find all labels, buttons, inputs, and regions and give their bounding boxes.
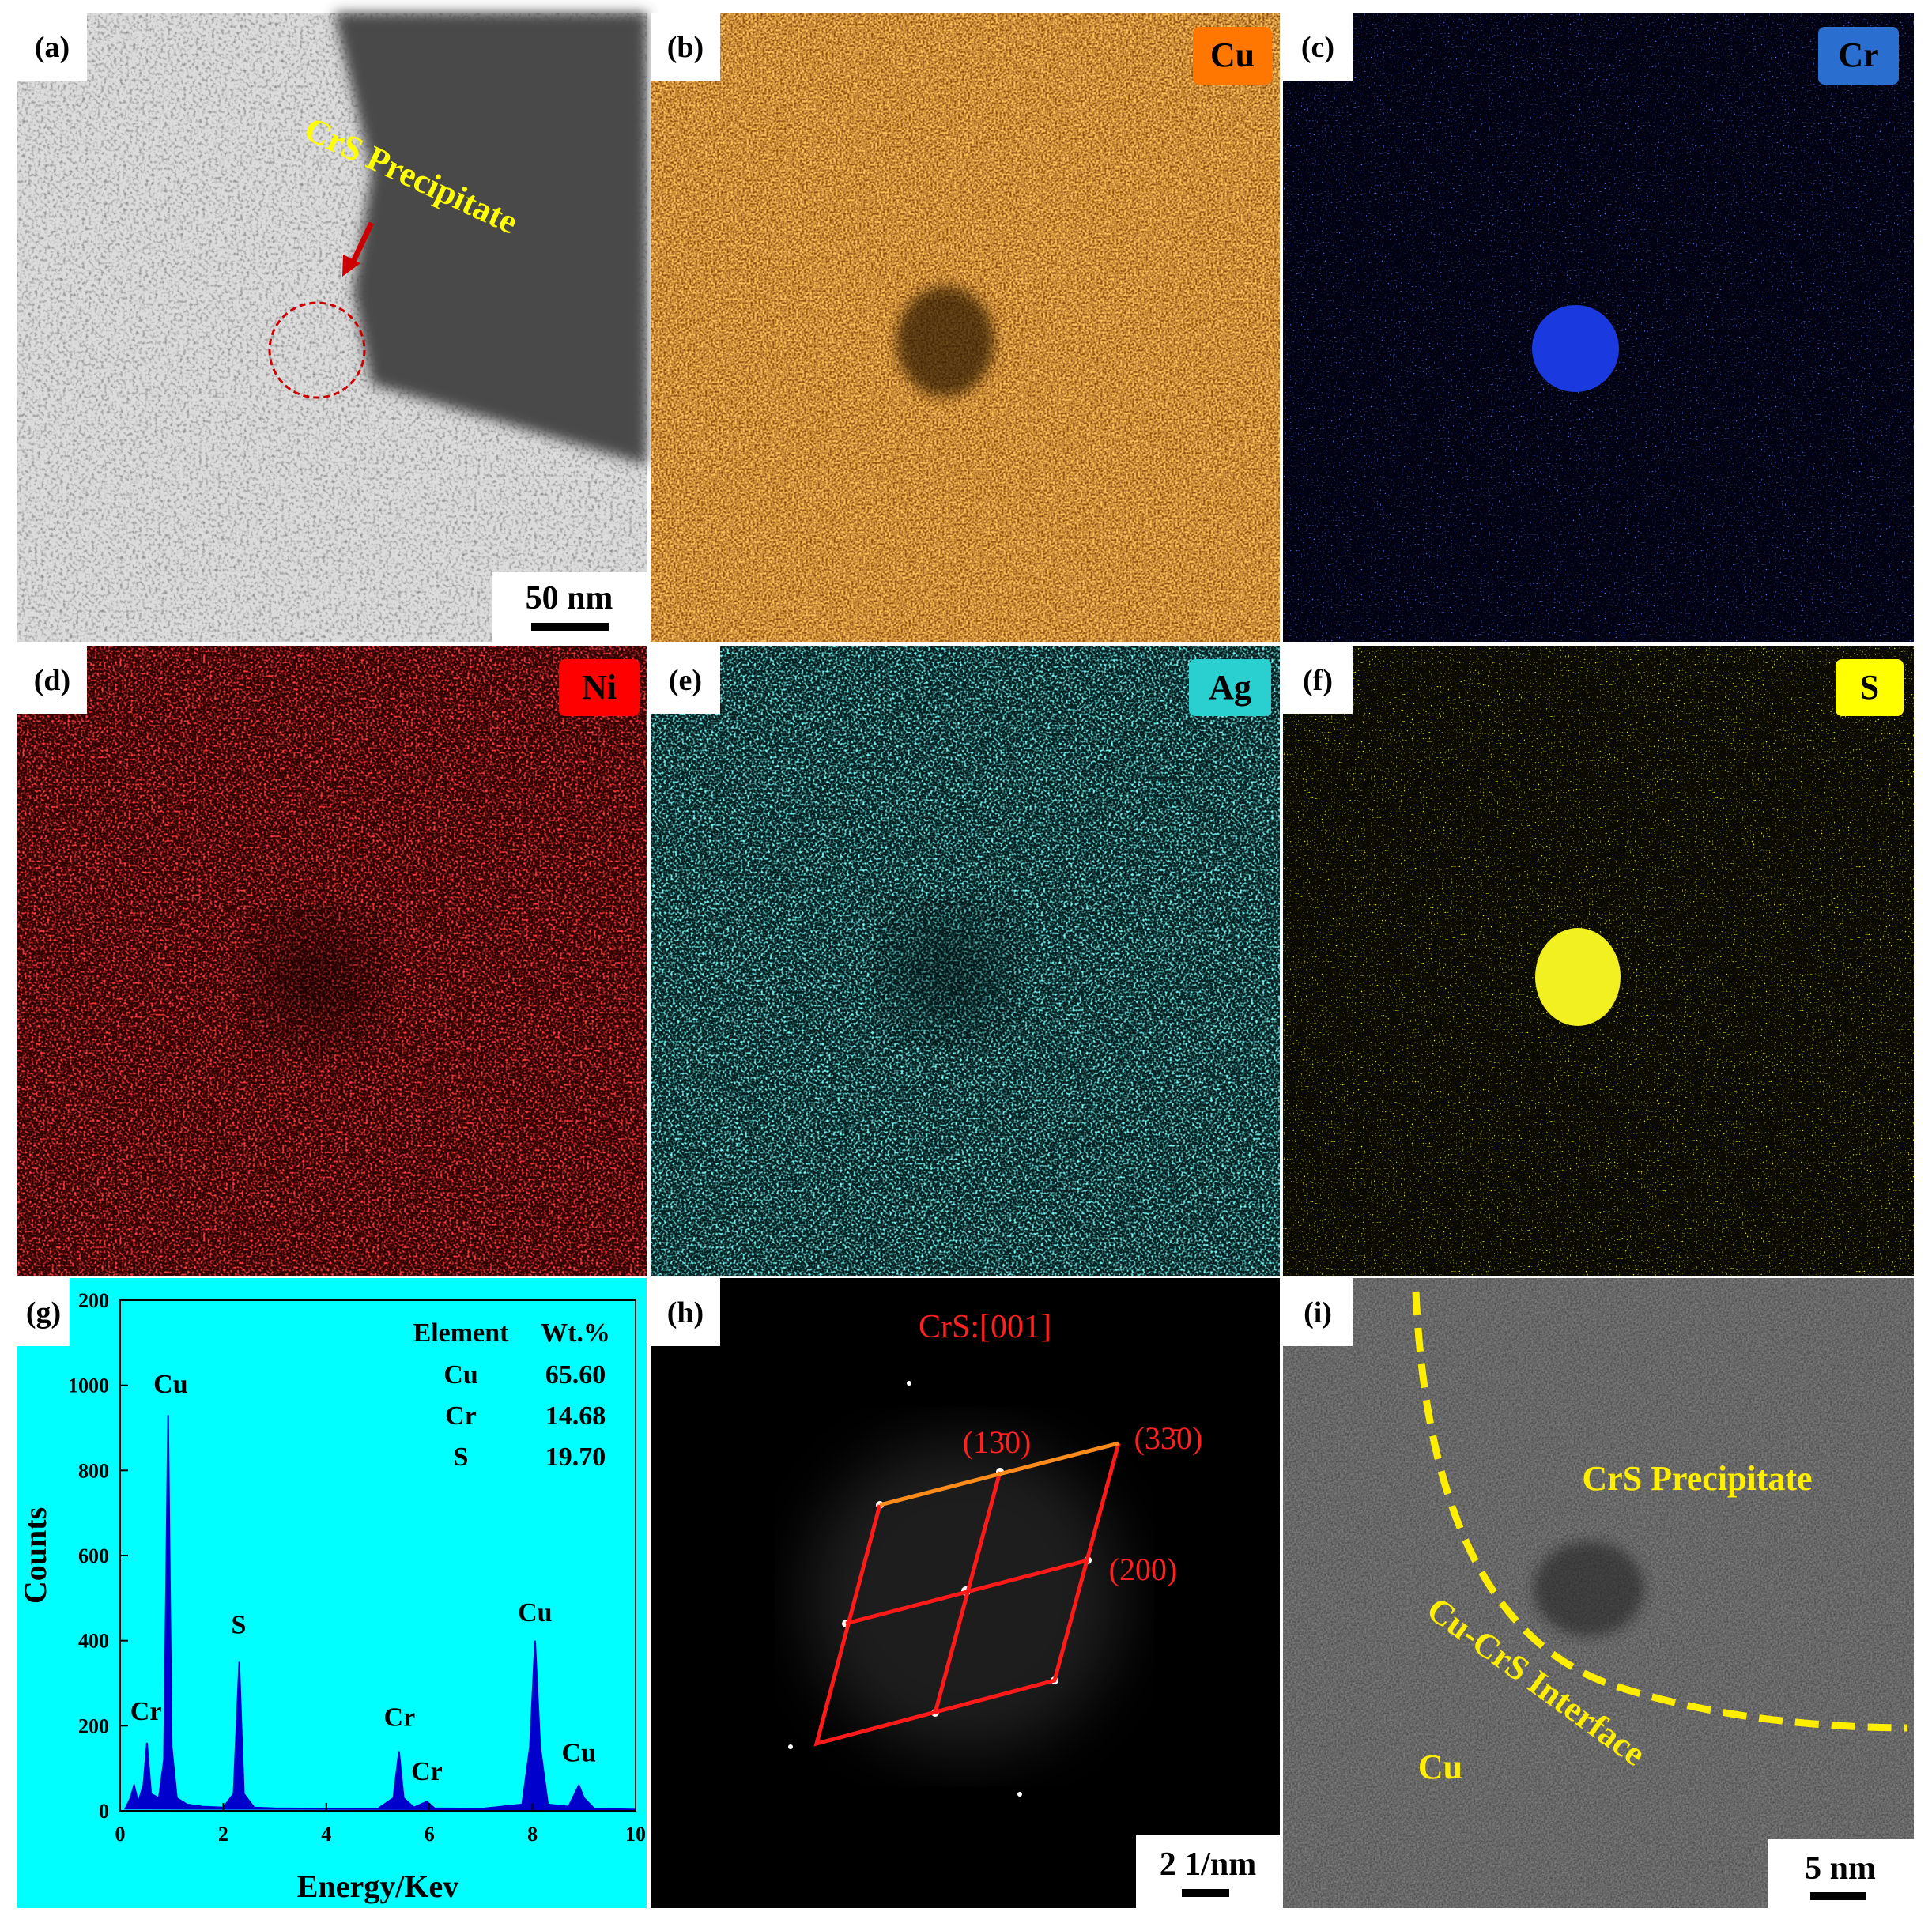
table-cell: 14.68 [545,1401,606,1431]
y-axis-label: Counts [17,1507,53,1604]
x-tick-label: 4 [321,1823,331,1846]
label-box [17,13,87,81]
y-tick-label: 1000 [68,1375,109,1397]
interface-line [1412,1291,1908,1732]
grain [334,13,647,465]
spot-label: (200) [1109,1552,1178,1587]
x-tick-label: 2 [218,1823,228,1846]
panel-label: (d) [34,664,70,697]
label-box [651,646,720,714]
panel-label: (c) [1301,31,1334,64]
table-header: Element [413,1318,510,1348]
label-box [1283,1278,1353,1346]
panel-d: Ni [17,646,647,1276]
label-box [1283,13,1353,81]
y-tick-label: 200 [78,1714,109,1737]
x-axis-label: Energy/Kev [297,1869,458,1904]
label-box [17,1278,70,1346]
annotation: CrS Precipitate [1582,1459,1812,1498]
element-tag [559,659,640,716]
table-header: Wt.% [541,1318,610,1348]
y-tick-label: 800 [78,1459,109,1482]
lattice-top [879,1441,1119,1507]
panel-label: (e) [669,664,702,697]
element-label: Ag [1209,668,1251,707]
panel-label: (i) [1304,1296,1332,1329]
y-tick-label: 200 [78,1289,109,1312]
element-tag [1193,27,1272,85]
scale-bar [1810,1892,1866,1900]
spectrum [123,1415,636,1811]
table-cell: Cr [445,1401,477,1431]
panel-c: Cr [1283,13,1914,642]
panel-label: (g) [26,1296,61,1329]
panel-label: (h) [667,1296,704,1329]
element-label: Cu [1210,36,1255,74]
spot-label: (13̄0) [963,1424,1032,1460]
scale-bar [1182,1889,1229,1897]
dark-region [1534,1541,1644,1636]
lattice [813,1442,1121,1747]
peak-label: Cr [384,1703,416,1732]
precipitate [1532,305,1619,392]
panel-f: S [1283,646,1914,1276]
peak-label: Cr [130,1697,162,1726]
depletion [253,917,379,1043]
spot-label: (33̄0) [1134,1420,1203,1456]
x-tick-label: 8 [527,1823,538,1846]
y-tick-label: 600 [78,1544,109,1567]
label-box [17,646,87,714]
panel-i: CrS Precipitate Cu-CrS Interface Cu 5 nm [1283,1278,1914,1908]
panel-labels: (a) (b) (c) (d) (e) (f) (g) (h) (i) [17,13,1353,1346]
peak-label: Cu [518,1598,552,1627]
panel-label: (f) [1303,664,1333,697]
precipitate-circle [268,301,366,399]
label-box [1283,646,1353,714]
arrow-head [342,255,360,277]
element-tag [1189,659,1271,716]
peak-label: Cu [562,1739,596,1768]
arrow [349,221,375,266]
zone-axis: CrS:[001] [919,1309,1051,1345]
table-cell: 19.70 [545,1442,606,1472]
x-tick-label: 6 [425,1823,435,1846]
label-box [651,1278,720,1346]
peak-label: S [231,1611,246,1640]
element-label: S [1860,668,1879,707]
y-tick-label: 400 [78,1630,109,1653]
panel-e: Ag [651,646,1280,1276]
panel-label: (a) [35,31,70,64]
depletion [885,909,1012,1035]
panel-h: CrS:[001] (13̄0) (33̄0) (200) 2 1/nm [651,1278,1280,1908]
table-cell: 65.60 [545,1360,606,1390]
scale-label: 50 nm [526,580,613,617]
scale-label: 5 nm [1805,1850,1876,1887]
y-tick-label: 0 [99,1800,109,1823]
annotation: Cu [1418,1748,1462,1786]
element-label: Ni [582,668,617,707]
depletion [896,286,994,397]
peak-label: Cr [411,1757,443,1786]
panel-b: Cu [651,13,1280,642]
x-tick-label: 10 [625,1823,646,1846]
element-tag [1836,659,1904,716]
scale-bar [531,623,609,631]
element-tag [1818,27,1899,85]
panel-a: CrS Precipitate 50 nm [17,13,647,642]
scale-label: 2 1/nm [1160,1846,1257,1883]
element-label: Cr [1838,36,1878,74]
precipitate [1535,928,1621,1026]
table-cell: Cu [443,1360,477,1390]
x-tick-label: 0 [115,1823,126,1846]
table-cell: S [454,1442,469,1472]
peak-label: Cu [153,1370,187,1399]
label-box [651,13,720,81]
panel-g: 0 200 400 600 800 1000 200 0 2 4 6 8 10 Counts Energy/… [17,1278,647,1908]
panel-label: (b) [667,31,704,64]
